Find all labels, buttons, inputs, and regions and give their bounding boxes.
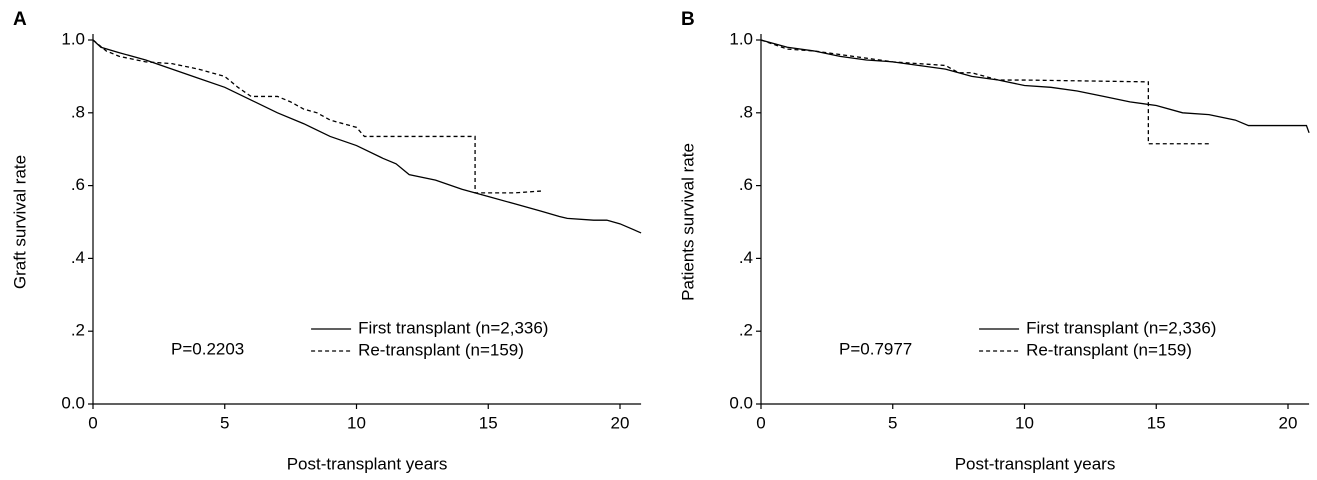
x-axis-label: Post-transplant years [287,454,448,473]
x-tick-label: 0 [756,413,765,432]
y-tick-label: .4 [71,248,85,267]
x-tick-label: 5 [888,413,897,432]
x-axis-label: Post-transplant years [955,454,1116,473]
survival-curve [760,39,1310,134]
x-tick-label: 0 [88,413,97,432]
x-tick-label: 20 [611,413,630,432]
y-tick-label: 0.0 [61,393,85,412]
y-tick-label: .8 [71,102,85,121]
x-tick-label: 10 [347,413,366,432]
x-tick-label: 5 [220,413,229,432]
y-axis-label: Patients survival rate [678,143,697,301]
y-axis-label: Graft survival rate [10,155,29,289]
survival-curve [92,39,642,234]
survival-curve [760,39,1209,145]
legend-label: First transplant (n=2,336) [358,318,548,337]
p-value: P=0.7977 [839,339,912,358]
chart-panel: B 0.0 .2 .4 .6 .8 1.0 0 5 10 15 20 Post-transplant y… [678,9,1310,473]
y-tick-label: .6 [739,175,753,194]
y-tick-label: 1.0 [729,29,753,48]
panel-label: A [13,9,27,30]
survival-curve [92,39,541,194]
x-tick-label: 15 [479,413,498,432]
legend-label: First transplant (n=2,336) [1026,318,1216,337]
y-tick-label: 1.0 [61,29,85,48]
x-tick-label: 15 [1147,413,1166,432]
y-tick-label: 0.0 [729,393,753,412]
x-tick-label: 20 [1279,413,1298,432]
panel-label: B [681,9,695,30]
chart-panel: A 0.0 .2 .4 .6 .8 1.0 0 5 10 15 20 Post-transplant y… [10,9,642,473]
x-tick-label: 10 [1015,413,1034,432]
y-tick-label: .2 [71,321,85,340]
y-tick-label: .4 [739,248,753,267]
y-tick-label: .6 [71,175,85,194]
y-tick-label: .2 [739,321,753,340]
y-tick-label: .8 [739,102,753,121]
legend-label: Re-transplant (n=159) [358,340,524,359]
legend-label: Re-transplant (n=159) [1026,340,1192,359]
p-value: P=0.2203 [171,339,244,358]
